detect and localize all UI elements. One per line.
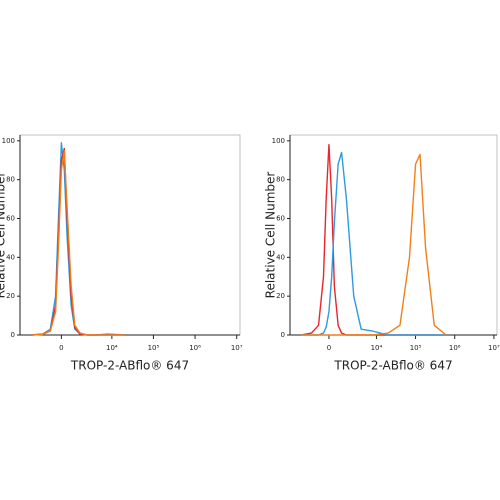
x-tick-label: 10⁴ (371, 344, 383, 352)
x-tick-label: 10⁷ (231, 344, 243, 352)
x-tick-label: 10⁵ (148, 344, 160, 352)
x-tick-label: 10⁷ (488, 344, 500, 352)
x-tick-label: 10⁶ (449, 344, 461, 352)
histogram-line (301, 153, 447, 336)
x-axis-title: TROP-2-ABflo® 647 (70, 359, 189, 373)
y-tick-label: 0 (281, 331, 285, 339)
y-tick-label: 40 (276, 253, 285, 261)
x-tick-label: 10⁵ (410, 344, 422, 352)
plot-frame (19, 134, 241, 336)
x-tick-label: 0 (327, 344, 331, 352)
histogram-line (31, 149, 125, 336)
y-axis-title: Relative Cell Number (0, 172, 8, 299)
y-tick-label: 60 (6, 214, 15, 222)
x-tick-label: 10⁴ (106, 344, 118, 352)
histogram-line (31, 142, 125, 336)
histogram-line (31, 147, 125, 336)
histogram-line (301, 151, 447, 336)
histogram-line (301, 144, 447, 336)
x-axis-title: TROP-2-ABflo® 647 (333, 359, 452, 373)
y-tick-label: 0 (11, 331, 15, 339)
x-tick-label: 10⁶ (189, 344, 201, 352)
x-tick-label: 0 (59, 344, 63, 352)
y-axis-title: Relative Cell Number (264, 172, 278, 299)
y-tick-label: 100 (272, 137, 285, 145)
y-tick-label: 100 (2, 137, 15, 145)
y-tick-label: 80 (6, 176, 15, 184)
y-tick-label: 20 (6, 292, 15, 300)
y-tick-label: 80 (276, 176, 285, 184)
y-tick-label: 20 (276, 292, 285, 300)
y-tick-label: 40 (6, 253, 15, 261)
y-tick-label: 60 (276, 214, 285, 222)
